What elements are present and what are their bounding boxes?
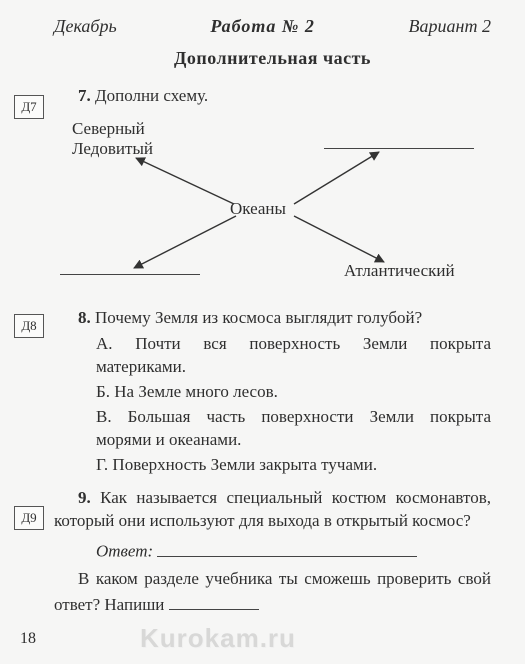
header-variant: Вариант 2	[409, 14, 491, 38]
q9-num: 9.	[54, 488, 91, 507]
tag-d8: Д8	[14, 314, 44, 338]
q9-text: Как называется специальный костюм космон…	[54, 488, 491, 530]
q8-opt-b[interactable]: Б. На Земле много лесов.	[54, 381, 491, 404]
q9-answer-row: Ответ:	[54, 537, 491, 564]
q9-line: 9. Как называется специальный костюм кос…	[54, 487, 491, 533]
q8-opt-a[interactable]: А. Почти вся поверхность Земли покрыта м…	[54, 333, 491, 379]
q8-opt-c[interactable]: В. Большая часть поверхности Земли покры…	[54, 406, 491, 452]
q7-line: 7. Дополни схему.	[54, 85, 491, 108]
watermark: Kurokam.ru	[140, 621, 296, 656]
header-month: Декабрь	[54, 14, 117, 38]
q8-line: 8. Почему Земля из космоса выглядит голу…	[54, 307, 491, 330]
subheader: Дополнительная часть	[54, 46, 491, 70]
q9-followup: В каком разделе учебника ты сможешь пров…	[54, 568, 491, 618]
q7-diagram: Северный Ледовитый Океаны Атлантический	[54, 112, 491, 297]
page-number: 18	[20, 628, 36, 650]
header-title: Работа № 2	[210, 14, 315, 38]
answer-blank[interactable]	[157, 537, 417, 557]
q8-num: 8.	[54, 308, 91, 327]
answer-label: Ответ:	[96, 542, 153, 561]
q7-text: Дополни схему.	[95, 86, 208, 105]
followup-blank[interactable]	[169, 591, 259, 611]
tag-d7: Д7	[14, 95, 44, 119]
tag-d9: Д9	[14, 506, 44, 530]
diagram-arrows	[54, 112, 491, 297]
q7-num: 7.	[54, 86, 91, 105]
q8-opt-d[interactable]: Г. Поверхность Земли закрыта тучами.	[54, 454, 491, 477]
q8-text: Почему Земля из космоса выглядит голубой…	[95, 308, 422, 327]
